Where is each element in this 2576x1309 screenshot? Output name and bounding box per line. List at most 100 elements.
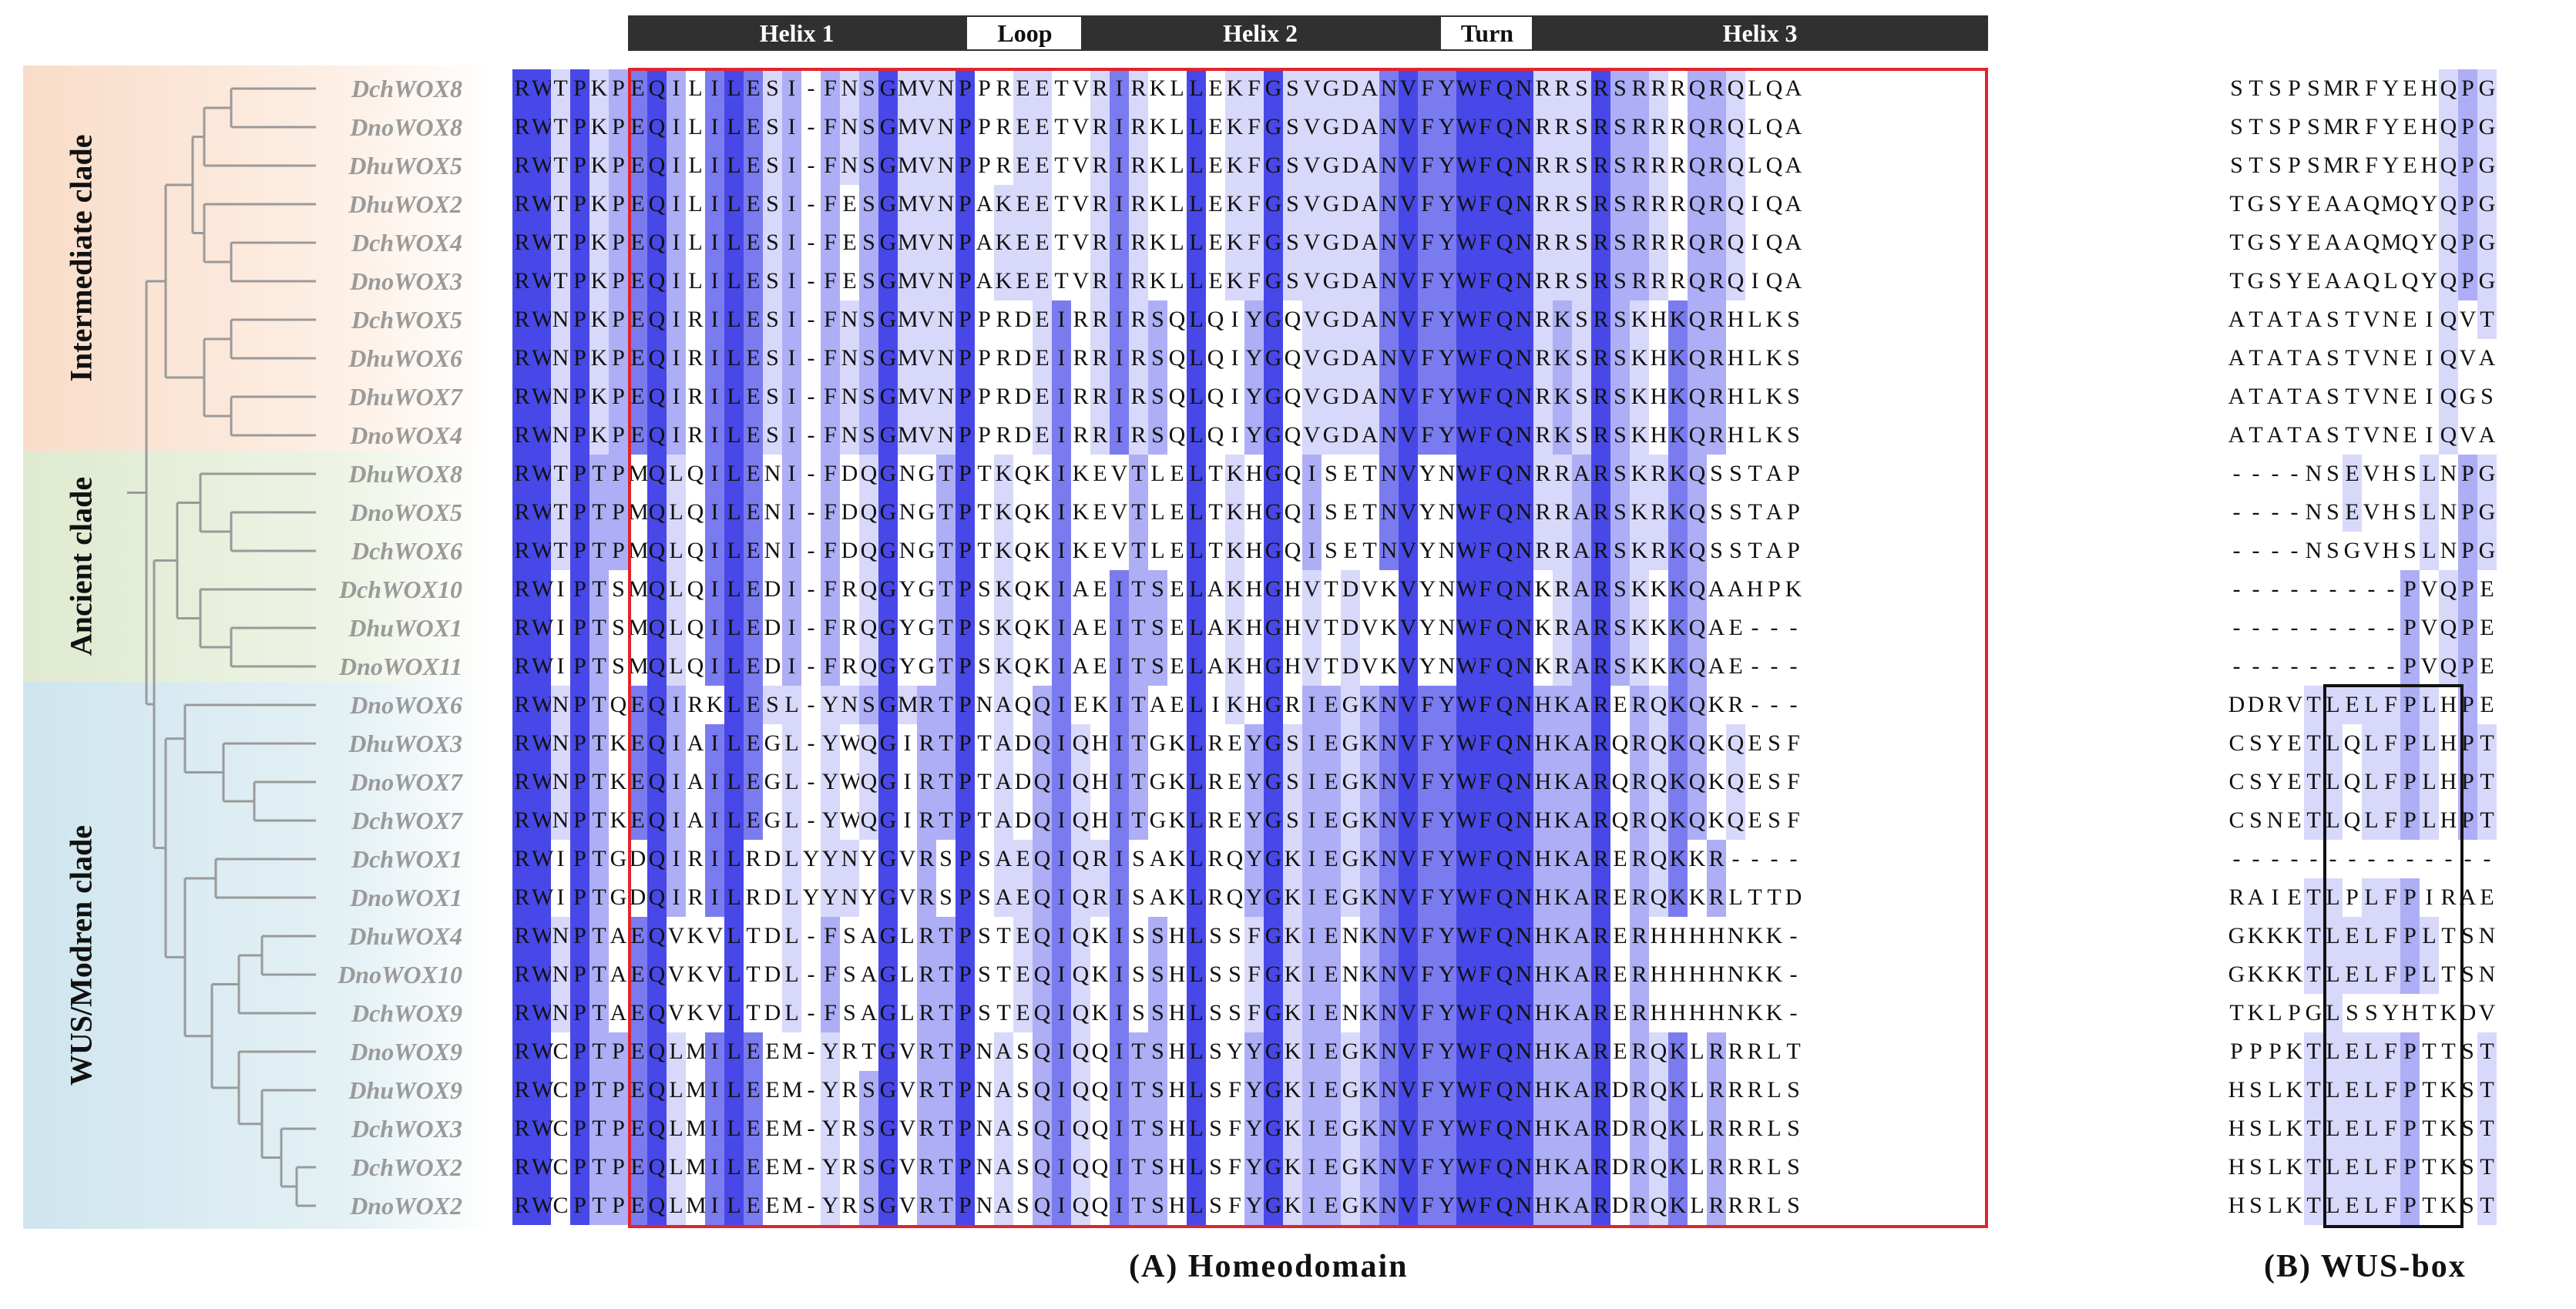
residue: V bbox=[917, 185, 936, 223]
residue: P bbox=[570, 917, 589, 955]
residue: Y bbox=[1437, 185, 1456, 223]
residue: T bbox=[589, 455, 609, 493]
residue: T bbox=[551, 108, 570, 146]
residue: I bbox=[782, 146, 801, 185]
sequence-name: DnoWOX8 bbox=[350, 113, 462, 141]
residue: C bbox=[2228, 807, 2245, 833]
residue: K bbox=[2285, 1193, 2303, 1218]
residue: T bbox=[551, 455, 570, 493]
residue: T bbox=[2477, 1148, 2497, 1186]
residue: P bbox=[2288, 114, 2301, 139]
residue: - bbox=[2232, 499, 2241, 525]
residue: K bbox=[994, 185, 1013, 223]
residue: G bbox=[1322, 69, 1341, 108]
residue: G bbox=[878, 223, 898, 262]
sequence-name: DchWOX1 bbox=[351, 845, 462, 873]
residue: V bbox=[2363, 499, 2380, 525]
residue: A bbox=[2266, 384, 2284, 409]
residue: A bbox=[2343, 268, 2361, 294]
residue: S bbox=[2249, 1116, 2262, 1141]
residue: P bbox=[570, 878, 589, 917]
residue: V bbox=[2420, 653, 2438, 679]
residue: M bbox=[2381, 191, 2402, 216]
residue: L bbox=[724, 185, 744, 223]
residue: L bbox=[2268, 1000, 2282, 1025]
residue: I bbox=[705, 185, 724, 223]
residue: I bbox=[667, 223, 686, 262]
residue: Q bbox=[1688, 185, 1707, 223]
wus-box-panel-label: (B) WUS-box bbox=[2264, 1249, 2467, 1284]
residue: T bbox=[2304, 724, 2323, 763]
residue: - bbox=[2329, 615, 2337, 640]
residue: P bbox=[570, 69, 589, 108]
residue: N bbox=[2305, 461, 2322, 486]
residue: Y bbox=[2382, 114, 2400, 139]
residue: K bbox=[1225, 108, 1244, 146]
sequence-name: DnoWOX4 bbox=[350, 421, 462, 449]
residue: P bbox=[956, 223, 975, 262]
residue: R bbox=[1090, 223, 1110, 262]
residue: K bbox=[1225, 223, 1244, 262]
residue: R bbox=[1591, 69, 1610, 108]
sequence-name: DchWOX5 bbox=[351, 306, 462, 334]
residue: Y bbox=[2420, 191, 2438, 216]
residue: P bbox=[609, 1032, 628, 1071]
residue: T bbox=[2477, 1071, 2497, 1109]
residue: S bbox=[2249, 1193, 2262, 1218]
residue: P bbox=[956, 262, 975, 300]
residue: C bbox=[2228, 730, 2245, 756]
residue: - bbox=[2271, 615, 2279, 640]
residue: S bbox=[2480, 384, 2494, 409]
residue: I bbox=[782, 69, 801, 108]
residue: G bbox=[878, 262, 898, 300]
residue: K bbox=[1149, 230, 1167, 255]
residue: V bbox=[1072, 230, 1090, 255]
residue: R bbox=[1533, 69, 1553, 108]
residue: E bbox=[1033, 223, 1052, 262]
residue: K bbox=[1149, 76, 1167, 101]
residue: N bbox=[551, 994, 570, 1032]
residue: D bbox=[2228, 692, 2245, 717]
residue: T bbox=[2477, 724, 2497, 763]
residue: R bbox=[512, 493, 532, 532]
residue: R bbox=[1649, 146, 1668, 185]
residue: S bbox=[2269, 230, 2282, 255]
residue: N bbox=[2478, 962, 2496, 987]
residue: E bbox=[2343, 493, 2362, 532]
residue: E bbox=[2480, 615, 2494, 640]
residue: F bbox=[821, 262, 840, 300]
residue: N bbox=[1379, 146, 1399, 185]
residue: T bbox=[589, 609, 609, 647]
residue: P bbox=[2288, 153, 2301, 178]
residue: P bbox=[609, 1109, 628, 1148]
residue: R bbox=[512, 878, 532, 917]
residue: S bbox=[763, 223, 782, 262]
residue: K bbox=[589, 416, 609, 455]
residue: L bbox=[1170, 191, 1184, 216]
residue: P bbox=[570, 1148, 589, 1186]
residue: A bbox=[2305, 345, 2322, 371]
residue: N bbox=[1379, 108, 1399, 146]
residue: I bbox=[705, 262, 724, 300]
residue: G bbox=[1322, 185, 1341, 223]
residue: I bbox=[556, 615, 565, 640]
residue: E bbox=[2306, 230, 2321, 255]
residue: A bbox=[2305, 384, 2322, 409]
helix2-label: Helix 2 bbox=[1081, 15, 1439, 51]
residue: E bbox=[1013, 185, 1033, 223]
residue: Q bbox=[647, 69, 667, 108]
residue: T bbox=[2304, 686, 2323, 724]
residue: Y bbox=[1437, 69, 1456, 108]
residue: T bbox=[2287, 384, 2302, 409]
sequence-name: DnoWOX9 bbox=[350, 1038, 462, 1066]
residue: T bbox=[2304, 955, 2323, 994]
sequence-name: DnoWOX6 bbox=[350, 691, 462, 719]
wus-box-motif-highlight bbox=[2323, 684, 2463, 1228]
residue: S bbox=[859, 262, 878, 300]
residue: Y bbox=[2420, 230, 2438, 255]
residue: E bbox=[842, 230, 857, 255]
residue: P bbox=[570, 647, 589, 686]
helix3-label: Helix 3 bbox=[1532, 15, 1988, 51]
residue: T bbox=[2477, 801, 2497, 840]
residue: T bbox=[589, 686, 609, 724]
